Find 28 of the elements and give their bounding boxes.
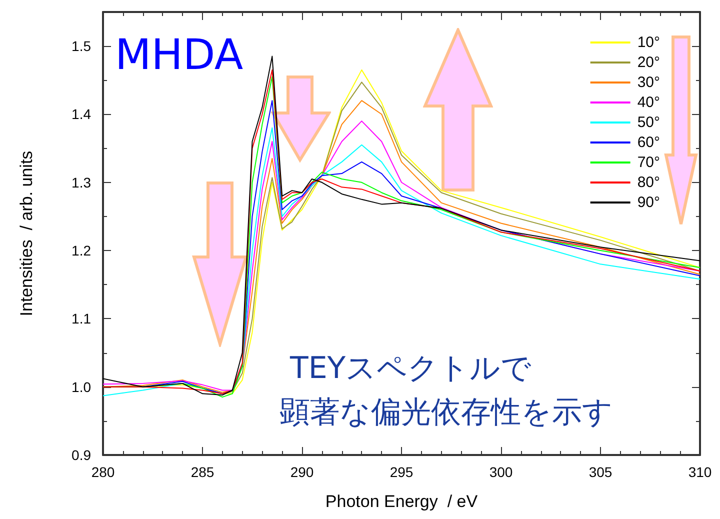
legend-label: 40°: [637, 94, 660, 111]
x-tick-label: 305: [588, 464, 612, 480]
legend-label: 20°: [637, 54, 660, 71]
y-tick-label: 1.4: [72, 106, 92, 122]
legend-label: 50°: [637, 114, 660, 131]
y-tick-label: 1.2: [72, 242, 92, 259]
legend-label: 70°: [637, 154, 660, 171]
x-tick-label: 310: [688, 464, 712, 480]
legend-label: 80°: [637, 174, 660, 191]
x-tick-label: 295: [390, 464, 414, 480]
y-tick-label: 1.3: [72, 174, 92, 190]
x-tick-label: 290: [290, 464, 314, 480]
legend-label: 60°: [637, 134, 660, 151]
x-tick-label: 280: [91, 464, 115, 480]
legend-label: 10°: [637, 34, 660, 51]
x-tick-label: 285: [190, 464, 214, 480]
annotation: TEYスペクトルで: [290, 350, 532, 388]
y-tick-label: 1.5: [72, 38, 92, 54]
y-tick-label: 1.1: [72, 310, 92, 327]
legend-label: 90°: [637, 194, 660, 211]
legend-label: 30°: [637, 74, 660, 91]
annotation: MHDA: [115, 30, 244, 79]
y-axis-title: Intensities / arb. units: [17, 150, 36, 316]
y-tick-label: 1.0: [72, 378, 92, 395]
y-tick-label: 0.9: [72, 447, 92, 463]
x-tick-label: 300: [489, 464, 513, 480]
annotation: 顕著な偏光依存性を示す: [280, 394, 613, 432]
x-axis-title: Photon Energy / eV: [325, 492, 478, 511]
